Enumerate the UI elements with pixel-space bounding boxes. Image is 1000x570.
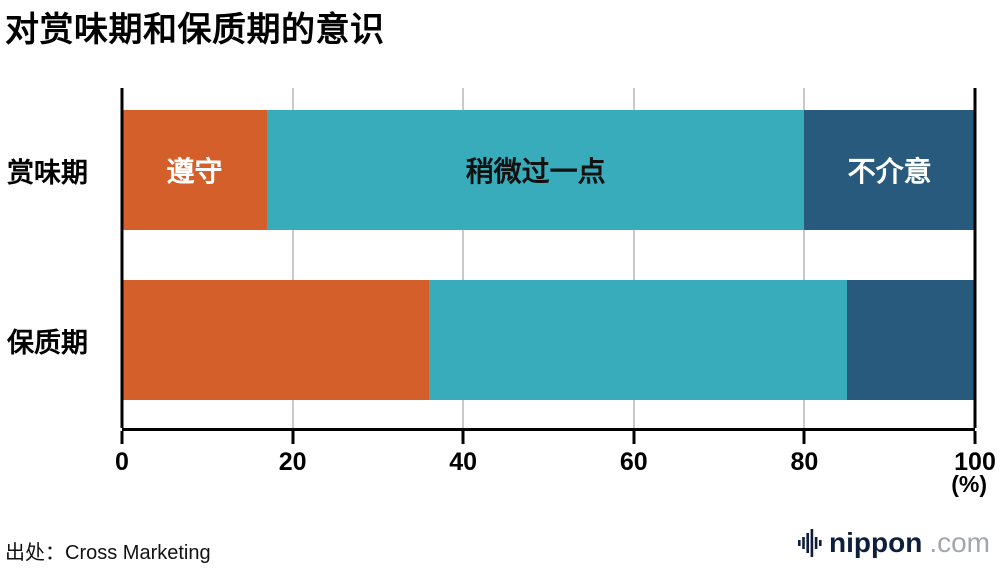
chart-title: 对赏味期和保质期的意识 xyxy=(5,11,385,49)
tick-label: 20 xyxy=(278,448,307,476)
logo-tld-text: .com xyxy=(929,527,990,558)
segment-label: 稍微过一点 xyxy=(465,156,606,187)
tick-mark xyxy=(291,431,295,444)
gridline xyxy=(803,88,806,428)
category-label: 赏味期 xyxy=(7,157,88,188)
tick-mark xyxy=(632,431,636,444)
bar-row xyxy=(122,280,975,400)
nippon-logo: nippon .com xyxy=(798,527,990,559)
gridline xyxy=(632,88,635,428)
bar-segment xyxy=(122,280,430,400)
category-label: 保质期 xyxy=(7,327,88,358)
bar-segment: 不介意 xyxy=(804,110,975,230)
tick-mark xyxy=(120,431,124,444)
tick-mark xyxy=(973,431,977,444)
bar-segment: 稍微过一点 xyxy=(267,110,805,230)
tick-label: 100 xyxy=(954,448,996,476)
tick-mark xyxy=(802,431,806,444)
x-axis-ticks: 0 20 40 60 80 100 xyxy=(115,431,996,501)
segment-label: 遵守 xyxy=(166,156,223,187)
axis-edge-line xyxy=(120,88,124,428)
logo-brand-text: nippon xyxy=(829,527,923,558)
segment-label: 不介意 xyxy=(847,156,932,187)
bar-segment xyxy=(429,280,848,400)
gridline xyxy=(291,88,294,428)
tick-mark xyxy=(461,431,465,444)
bar-row: 遵守 稍微过一点 不介意 xyxy=(122,110,975,230)
soundbars-icon xyxy=(798,529,822,557)
axis-unit-label: (%) xyxy=(951,471,987,497)
tick-label: 60 xyxy=(619,448,648,476)
bar-segment xyxy=(847,280,975,400)
tick-label: 80 xyxy=(790,448,819,476)
tick-label: 0 xyxy=(115,448,129,476)
plot-area: 遵守 稍微过一点 不介意 xyxy=(120,88,977,431)
bar-segment: 遵守 xyxy=(122,110,267,230)
source-label: 出处：Cross Marketing xyxy=(5,542,211,564)
axis-edge-line xyxy=(973,88,977,428)
gridline xyxy=(462,88,465,428)
tick-label: 40 xyxy=(449,448,478,476)
